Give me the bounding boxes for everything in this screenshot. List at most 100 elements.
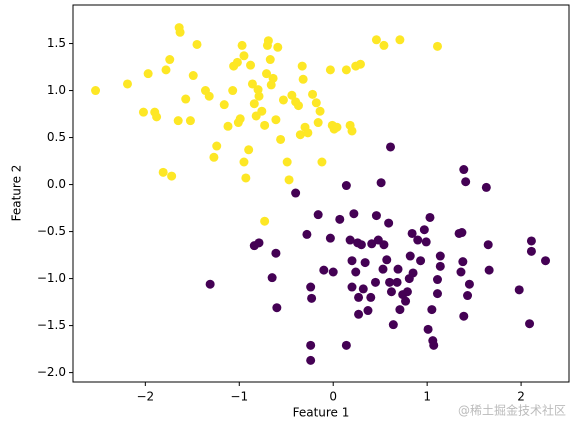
point bbox=[457, 228, 467, 238]
y-axis-label: Feature 2 bbox=[10, 165, 24, 222]
point bbox=[152, 112, 162, 122]
point bbox=[360, 258, 370, 268]
point bbox=[173, 116, 183, 126]
point bbox=[271, 248, 281, 258]
y-tick-label: −1.5 bbox=[37, 318, 66, 332]
point bbox=[272, 303, 282, 313]
point bbox=[325, 65, 335, 75]
point bbox=[421, 237, 431, 247]
watermark: @稀土掘金技术社区 bbox=[458, 403, 566, 418]
point bbox=[246, 60, 256, 70]
point bbox=[395, 305, 405, 315]
point bbox=[382, 255, 392, 265]
point bbox=[254, 238, 264, 248]
point bbox=[262, 69, 272, 79]
point bbox=[459, 165, 469, 175]
point bbox=[423, 324, 433, 334]
point bbox=[392, 277, 402, 287]
point bbox=[385, 277, 395, 287]
y-tick-label: −2.0 bbox=[37, 365, 66, 379]
point bbox=[525, 319, 535, 329]
point bbox=[228, 86, 238, 96]
y-tick-label: 1.5 bbox=[47, 36, 66, 50]
point bbox=[464, 279, 474, 289]
point bbox=[335, 214, 345, 224]
point bbox=[237, 40, 247, 50]
point bbox=[416, 256, 426, 266]
point bbox=[419, 225, 429, 235]
point bbox=[317, 157, 327, 167]
point bbox=[432, 41, 442, 51]
point bbox=[432, 289, 442, 299]
point bbox=[432, 275, 442, 285]
point bbox=[483, 240, 493, 250]
point bbox=[351, 267, 361, 277]
point bbox=[401, 296, 411, 306]
point bbox=[481, 182, 491, 192]
point bbox=[167, 171, 177, 181]
point bbox=[379, 40, 389, 50]
point bbox=[295, 130, 305, 140]
point bbox=[313, 210, 323, 220]
point bbox=[341, 181, 351, 191]
point bbox=[235, 114, 245, 124]
point bbox=[367, 239, 377, 249]
point bbox=[223, 121, 233, 131]
point bbox=[514, 285, 524, 295]
point bbox=[347, 126, 357, 136]
point bbox=[349, 209, 359, 219]
point bbox=[354, 309, 364, 319]
point bbox=[378, 264, 388, 274]
point bbox=[254, 91, 264, 101]
y-tick-label: 0.0 bbox=[47, 177, 66, 191]
point bbox=[463, 291, 473, 301]
point bbox=[354, 292, 364, 302]
point bbox=[278, 95, 288, 105]
point bbox=[181, 94, 191, 104]
point bbox=[319, 265, 329, 275]
point bbox=[386, 142, 396, 152]
point bbox=[308, 89, 318, 99]
plot-frame bbox=[72, 4, 570, 383]
point bbox=[232, 57, 242, 67]
point bbox=[413, 235, 423, 245]
y-tick-label: −0.5 bbox=[37, 224, 66, 238]
point bbox=[260, 120, 270, 130]
y-tick-label: −1.0 bbox=[37, 271, 66, 285]
point bbox=[138, 107, 148, 117]
y-tick-label: 0.5 bbox=[47, 130, 66, 144]
point bbox=[341, 340, 351, 350]
point bbox=[273, 42, 283, 52]
point bbox=[332, 122, 342, 132]
point bbox=[303, 128, 313, 138]
point bbox=[366, 292, 376, 302]
point bbox=[484, 265, 494, 275]
point bbox=[276, 134, 286, 144]
point bbox=[265, 55, 275, 65]
point bbox=[263, 36, 273, 46]
point bbox=[297, 61, 307, 71]
point bbox=[325, 233, 335, 243]
point bbox=[260, 216, 270, 226]
x-tick-label: −1 bbox=[230, 390, 248, 404]
point bbox=[355, 59, 365, 69]
point bbox=[247, 79, 257, 89]
x-axis-label: Feature 1 bbox=[293, 406, 350, 420]
point bbox=[244, 145, 254, 155]
point bbox=[257, 106, 267, 116]
point bbox=[143, 69, 153, 79]
point bbox=[341, 65, 351, 75]
y-tick-label: 1.0 bbox=[47, 83, 66, 97]
point bbox=[435, 261, 445, 271]
x-tick-label: 2 bbox=[517, 390, 525, 404]
point bbox=[328, 267, 338, 277]
point bbox=[379, 240, 389, 250]
point bbox=[306, 340, 316, 350]
point bbox=[209, 152, 219, 162]
point bbox=[429, 340, 439, 350]
point bbox=[291, 188, 301, 198]
point bbox=[393, 264, 403, 274]
point bbox=[271, 115, 281, 125]
point bbox=[205, 279, 215, 289]
point bbox=[161, 65, 171, 75]
